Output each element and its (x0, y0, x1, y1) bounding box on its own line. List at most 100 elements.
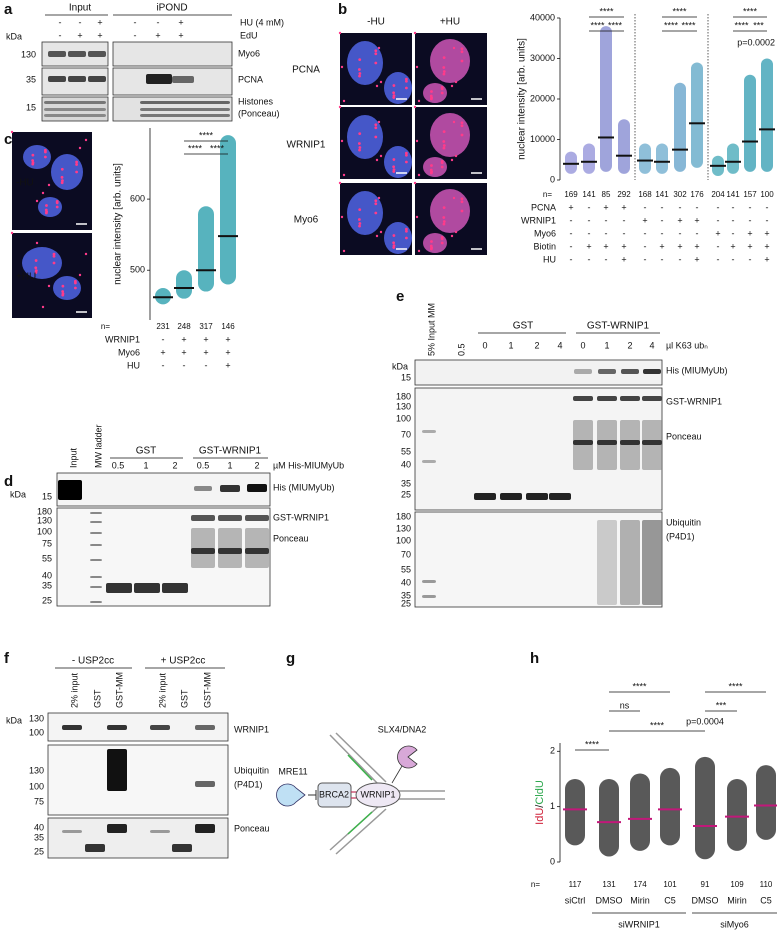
point-cloud (656, 143, 668, 174)
focus (357, 142, 361, 145)
band (598, 369, 616, 374)
band (620, 520, 640, 605)
nucleus (384, 146, 412, 178)
focus (84, 138, 88, 142)
focus (430, 96, 433, 100)
label: GST (92, 689, 102, 708)
label: 25 (34, 846, 44, 856)
condition-sign: + (621, 202, 626, 212)
condition-sign: + (203, 347, 208, 357)
label: Myo6 (238, 48, 260, 58)
focus (430, 164, 433, 167)
n-count: 146 (221, 322, 235, 331)
condition-sign: + (642, 215, 647, 225)
n-count: 302 (673, 190, 687, 199)
focus (454, 230, 458, 234)
label: 0.5 (456, 343, 466, 356)
label: WRNIP1 (287, 140, 326, 151)
condition-sign: - (679, 228, 682, 238)
condition-sign: + (694, 254, 699, 264)
condition-sign: + (621, 241, 626, 251)
label: 130 (29, 713, 44, 723)
significance: **** (734, 20, 749, 30)
focus (442, 56, 446, 60)
point-cloud (630, 773, 650, 851)
panel-label: d (4, 473, 13, 490)
focus (405, 236, 408, 240)
significance: **** (728, 681, 743, 691)
focus (392, 158, 396, 161)
focus (413, 105, 417, 109)
band (90, 576, 102, 578)
label: 2 (172, 460, 177, 470)
focus (338, 105, 342, 109)
label: 15 (401, 372, 411, 382)
focus (392, 244, 396, 248)
condition-sign: + (181, 334, 186, 344)
focus (430, 170, 433, 174)
label: Myo6 (294, 215, 319, 226)
band (549, 493, 571, 500)
condition-sign: - (570, 241, 573, 251)
y-tick-label: 600 (130, 193, 145, 203)
condition-sign: + (747, 241, 752, 251)
focus (430, 246, 433, 250)
focus (60, 181, 64, 185)
band (422, 595, 436, 598)
focus (73, 281, 77, 285)
y-axis-label-part: CldU (534, 780, 546, 805)
label: + (97, 30, 102, 40)
point-cloud (727, 143, 739, 174)
focus (10, 231, 14, 235)
focus (374, 135, 378, 139)
focus (454, 80, 458, 84)
nucleus (347, 191, 383, 235)
point-cloud (565, 778, 585, 846)
label: 100 (37, 526, 52, 536)
panel-label: g (286, 650, 295, 667)
band (191, 515, 215, 521)
y-axis-label-part: / (534, 804, 546, 808)
condition-sign: - (732, 215, 735, 225)
label: 55 (401, 564, 411, 574)
band (195, 781, 215, 787)
focus (442, 220, 446, 223)
y-axis-label: nuclear intensity [arb. units] (517, 38, 528, 160)
focus (340, 139, 344, 143)
significance: **** (632, 681, 647, 691)
band (90, 586, 102, 588)
n-count: 109 (730, 880, 744, 889)
band (621, 369, 639, 374)
blot (414, 359, 663, 386)
condition-sign: - (162, 360, 165, 370)
band (44, 114, 106, 117)
focus (442, 222, 446, 226)
focus (415, 65, 419, 69)
focus (75, 160, 78, 164)
point-cloud (599, 778, 619, 857)
label: + (97, 17, 102, 27)
focus (358, 224, 361, 228)
significance: *** (753, 20, 764, 30)
band (140, 101, 230, 104)
label: - (134, 17, 137, 27)
point-cloud (600, 26, 612, 172)
focus (357, 218, 361, 221)
band (195, 725, 215, 730)
condition-sign: + (225, 360, 230, 370)
band (245, 515, 269, 521)
focus (379, 80, 383, 84)
focus (375, 234, 379, 238)
significance: **** (188, 143, 203, 153)
point-cloud (695, 756, 715, 860)
band (597, 440, 617, 445)
focus (377, 120, 381, 124)
label: +HU (16, 272, 36, 283)
label: 25 (401, 489, 411, 499)
focus (35, 241, 39, 245)
condition-sign: - (679, 254, 682, 264)
focus (43, 150, 47, 154)
condition-sign: - (732, 202, 735, 212)
band (422, 460, 436, 463)
focus (460, 133, 464, 137)
